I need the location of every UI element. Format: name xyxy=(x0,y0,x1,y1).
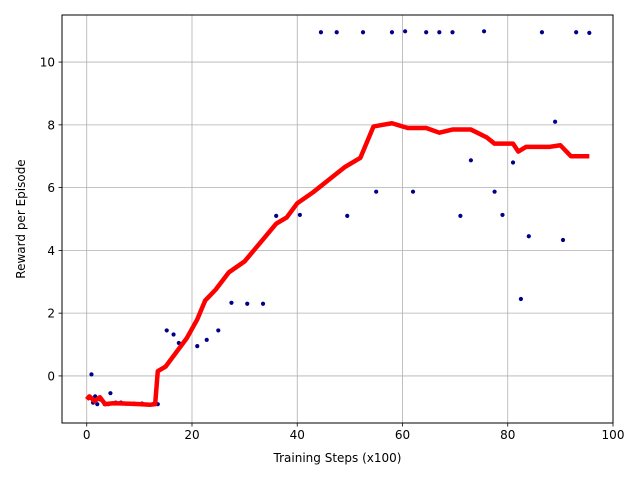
scatter-point xyxy=(553,119,558,124)
reward-moving-average-line xyxy=(85,121,590,408)
scatter-point xyxy=(492,189,497,194)
x-tick-label: 100 xyxy=(602,428,625,442)
y-tick-label: 4 xyxy=(47,244,55,258)
scatter-point xyxy=(297,212,302,218)
scatter-point xyxy=(560,237,566,243)
scatter-point xyxy=(437,30,442,35)
x-axis: 0 20 40 60 80 100 xyxy=(83,423,625,442)
scatter-point xyxy=(500,212,505,218)
x-tick-label: 40 xyxy=(290,428,305,442)
x-tick-label: 0 xyxy=(83,428,91,442)
scatter-point xyxy=(587,30,592,35)
scatter-point xyxy=(95,402,100,407)
x-tick-label: 20 xyxy=(184,428,199,442)
y-tick-label: 6 xyxy=(47,181,55,195)
scatter-point xyxy=(389,30,395,35)
scatter-point xyxy=(204,337,209,342)
x-axis-label: Training Steps (x100) xyxy=(273,451,402,465)
scatter-point xyxy=(216,328,221,333)
y-tick-label: 0 xyxy=(47,369,55,383)
line-series xyxy=(85,121,590,408)
scatter-point xyxy=(108,391,113,396)
scatter-point xyxy=(403,29,408,34)
scatter-point xyxy=(526,234,531,239)
scatter-point xyxy=(410,189,416,194)
plot-frame xyxy=(61,14,614,424)
y-axis: 0 2 4 6 8 10 xyxy=(40,56,62,383)
scatter-point xyxy=(164,328,169,333)
scatter-point xyxy=(481,29,487,34)
scatter-point xyxy=(539,30,545,35)
scatter-point xyxy=(468,158,474,163)
scatter-point xyxy=(450,30,455,35)
x-tick-label: 60 xyxy=(395,428,410,442)
scatter-point xyxy=(424,30,429,35)
scatter-point xyxy=(345,213,350,218)
scatter-point xyxy=(574,30,579,35)
y-axis-label: Reward per Episode xyxy=(14,159,28,278)
scatter-point xyxy=(510,160,516,165)
scatter-point xyxy=(518,296,524,302)
x-tick-label: 80 xyxy=(500,428,515,442)
y-tick-label: 10 xyxy=(40,56,55,70)
scatter-point xyxy=(318,30,324,35)
scatter-point xyxy=(89,372,94,377)
scatter-point xyxy=(458,213,463,218)
scatter-point xyxy=(260,301,266,306)
scatter-point xyxy=(171,332,176,337)
scatter-point xyxy=(229,300,234,305)
y-tick-label: 2 xyxy=(47,307,55,321)
scatter-point xyxy=(195,344,200,349)
scatter-point xyxy=(274,213,279,218)
scatter-point xyxy=(334,30,339,35)
scatter-point xyxy=(374,189,379,194)
y-tick-label: 8 xyxy=(47,118,55,132)
scatter-point xyxy=(360,30,366,35)
scatter-point xyxy=(245,301,250,306)
